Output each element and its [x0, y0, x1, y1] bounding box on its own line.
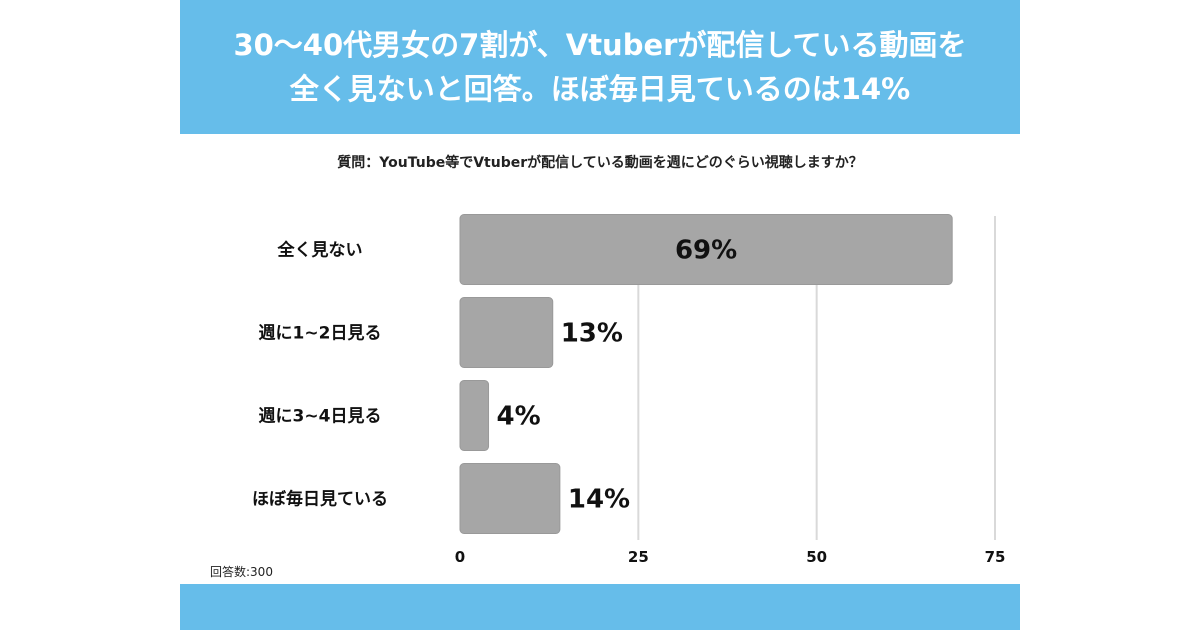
bar: [459, 463, 561, 534]
data-label: 4%: [497, 402, 541, 432]
infographic-card: 30〜40代男女の7割が、Vtuberが配信している動画を 全く見ないと回答。ほ…: [180, 0, 1020, 630]
title-banner: 30〜40代男女の7割が、Vtuberが配信している動画を 全く見ないと回答。ほ…: [180, 0, 1020, 134]
x-tick-label: 0: [455, 548, 465, 566]
data-label: 14%: [568, 485, 630, 515]
x-tick-label: 25: [628, 548, 649, 566]
respondent-count: 回答数:300: [210, 565, 273, 579]
data-label: 69%: [675, 236, 737, 266]
category-label: 週に1~2日見る: [259, 324, 382, 344]
category-label: 全く見ない: [277, 240, 363, 261]
x-tick-label: 75: [985, 548, 1006, 566]
bar: [459, 214, 953, 285]
bar: [459, 297, 554, 368]
category-label: ほぼ毎日見ている: [252, 489, 388, 510]
x-tick-label: 50: [806, 548, 827, 566]
survey-question: 質問：YouTube等でVtuberが配信している動画を週にどのぐらい視聴します…: [337, 155, 863, 171]
bar: [459, 380, 490, 451]
bar-chart: 0 25 50 75 全く見ない 69% 週に1~2日見る 13% 週に3~4日見る 4% ほぼ毎日…: [252, 214, 1006, 566]
page-title: 30〜40代男女の7割が、Vtuberが配信している動画を 全く見ないと回答。ほ…: [233, 28, 967, 106]
data-label: 13%: [561, 319, 623, 349]
footer-banner: [180, 584, 1020, 630]
category-label: 週に3~4日見る: [259, 407, 382, 427]
